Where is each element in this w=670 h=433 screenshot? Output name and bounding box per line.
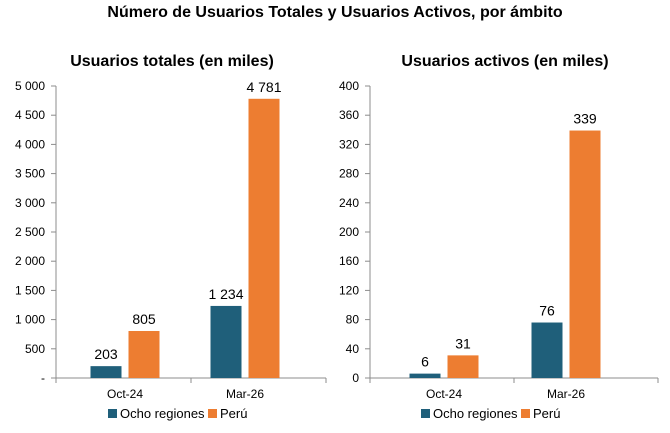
bar xyxy=(90,366,122,378)
legend-label: Ocho regiones xyxy=(433,406,518,421)
y-tick-label: 4 500 xyxy=(15,108,45,122)
data-label: 1 234 xyxy=(208,286,243,302)
bar xyxy=(210,305,242,378)
y-tick-label: 360 xyxy=(339,108,359,122)
bar xyxy=(248,98,280,378)
y-tick-label: 1 000 xyxy=(15,313,45,327)
y-tick-label: 0 xyxy=(352,371,359,385)
y-tick-label: 160 xyxy=(339,254,359,268)
data-label: 4 781 xyxy=(246,79,281,95)
y-tick-label: 120 xyxy=(339,283,359,297)
legend-swatch xyxy=(108,409,117,418)
x-tick-label: Mar-26 xyxy=(547,387,585,401)
panel-title: Usuarios totales (en miles) xyxy=(70,53,274,70)
bar xyxy=(447,355,479,378)
data-label: 805 xyxy=(132,311,156,327)
data-label: 203 xyxy=(94,346,118,362)
legend-swatch xyxy=(208,409,217,418)
y-tick-label: 2 500 xyxy=(15,225,45,239)
bar xyxy=(569,130,601,378)
data-label: 76 xyxy=(539,303,555,319)
y-tick-label: 40 xyxy=(346,342,360,356)
y-tick-label: 280 xyxy=(339,167,359,181)
y-tick-label: 4 000 xyxy=(15,137,45,151)
y-tick-label: 240 xyxy=(339,196,359,210)
data-label: 339 xyxy=(573,111,597,127)
y-tick-label: 1 500 xyxy=(15,283,45,297)
x-tick-label: Oct-24 xyxy=(426,387,462,401)
legend-label: Ocho regiones xyxy=(120,406,205,421)
legend-swatch xyxy=(421,409,430,418)
bar xyxy=(409,373,441,378)
y-tick-label: 500 xyxy=(25,342,45,356)
y-tick-label: 3 500 xyxy=(15,167,45,181)
data-label: 31 xyxy=(455,335,471,351)
y-tick-label: - xyxy=(41,371,45,385)
x-tick-label: Oct-24 xyxy=(107,387,143,401)
x-tick-label: Mar-26 xyxy=(226,387,264,401)
panel-title: Usuarios activos (en miles) xyxy=(401,53,608,70)
y-tick-label: 80 xyxy=(346,313,360,327)
bar xyxy=(128,330,160,378)
bar xyxy=(531,322,563,378)
y-tick-label: 2 000 xyxy=(15,254,45,268)
legend-label: Perú xyxy=(220,406,247,421)
legend-label: Perú xyxy=(533,406,560,421)
y-tick-label: 5 000 xyxy=(15,79,45,93)
y-tick-label: 320 xyxy=(339,137,359,151)
y-tick-label: 400 xyxy=(339,79,359,93)
y-tick-label: 3 000 xyxy=(15,196,45,210)
y-tick-label: 200 xyxy=(339,225,359,239)
main-title: Número de Usuarios Totales y Usuarios Ac… xyxy=(107,4,563,21)
data-label: 6 xyxy=(421,354,429,370)
legend-swatch xyxy=(521,409,530,418)
